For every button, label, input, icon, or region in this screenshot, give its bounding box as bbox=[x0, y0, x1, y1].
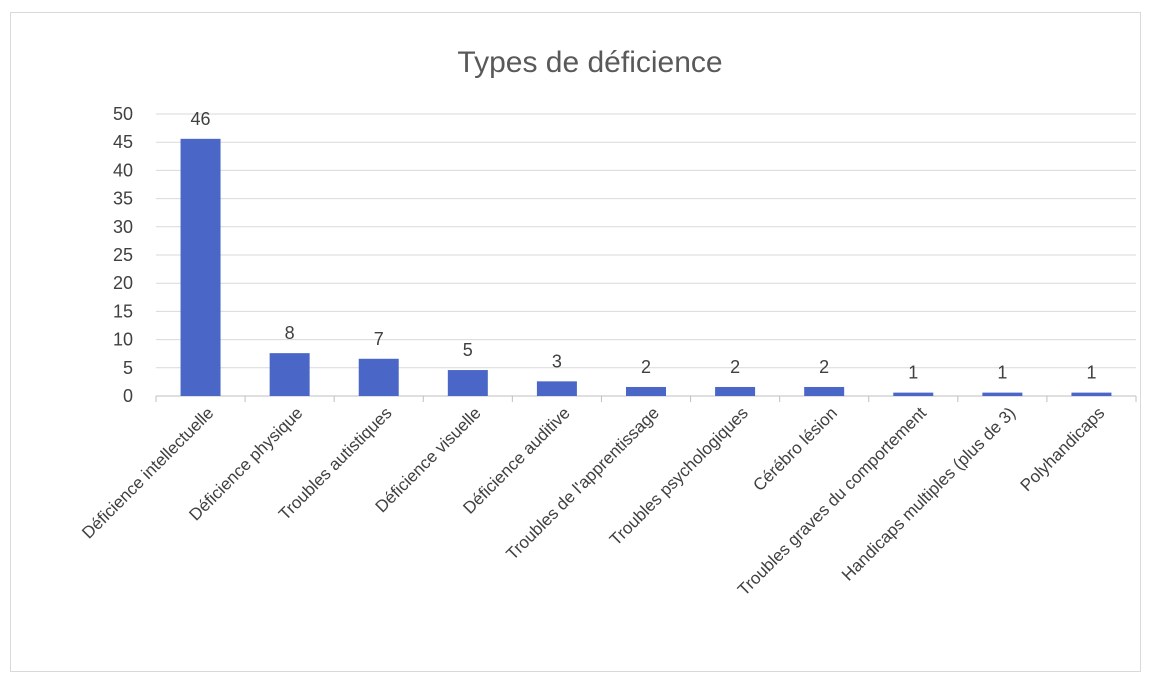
x-tick-label: Handicaps multiples (plus de 3) bbox=[838, 403, 1019, 584]
y-tick-label: 10 bbox=[113, 330, 133, 350]
y-tick-label: 50 bbox=[113, 104, 133, 124]
bar bbox=[269, 353, 310, 396]
data-label: 2 bbox=[730, 357, 740, 377]
bar bbox=[893, 392, 934, 396]
bar bbox=[715, 386, 756, 396]
x-tick-label: Cérébro lésion bbox=[749, 403, 841, 495]
data-label: 1 bbox=[997, 363, 1007, 383]
bar bbox=[358, 358, 399, 396]
data-label: 2 bbox=[641, 357, 651, 377]
gridlines bbox=[156, 113, 1136, 369]
data-label: 8 bbox=[285, 323, 295, 343]
y-tick-labels: 0 5 10 15 20 25 30 35 40 45 50 bbox=[113, 104, 133, 406]
bar bbox=[626, 386, 666, 396]
y-tick-label: 5 bbox=[123, 358, 133, 378]
y-tick-label: 45 bbox=[113, 132, 133, 152]
data-label: 1 bbox=[908, 363, 918, 383]
chart-title: Types de déficience bbox=[457, 46, 722, 79]
x-tick-label: Polyhandicaps bbox=[1017, 403, 1109, 495]
data-label: 2 bbox=[819, 357, 829, 377]
bar bbox=[447, 370, 488, 396]
bars bbox=[180, 138, 1112, 397]
axes bbox=[155, 395, 1137, 402]
y-tick-label: 40 bbox=[113, 160, 133, 180]
y-tick-label: 35 bbox=[113, 189, 133, 209]
y-tick-label: 30 bbox=[113, 217, 133, 237]
data-label: 5 bbox=[463, 340, 473, 360]
x-tick-label: Troubles de l'apprentissage bbox=[503, 403, 663, 563]
data-labels: 46 8 7 5 3 2 2 2 1 1 1 bbox=[191, 109, 1097, 383]
data-label: 46 bbox=[191, 109, 211, 129]
bar bbox=[536, 381, 577, 396]
bar bbox=[1071, 392, 1112, 396]
data-label: 1 bbox=[1086, 363, 1096, 383]
y-tick-label: 25 bbox=[113, 245, 133, 265]
y-tick-label: 20 bbox=[113, 273, 133, 293]
y-tick-label: 15 bbox=[113, 301, 133, 321]
bar bbox=[982, 392, 1023, 396]
bar bbox=[804, 386, 845, 396]
data-label: 3 bbox=[552, 351, 562, 371]
y-tick-label: 0 bbox=[123, 386, 133, 406]
bar bbox=[180, 138, 221, 397]
data-label: 7 bbox=[374, 329, 384, 349]
x-tick-label: Troubles graves du comportement bbox=[734, 403, 930, 599]
